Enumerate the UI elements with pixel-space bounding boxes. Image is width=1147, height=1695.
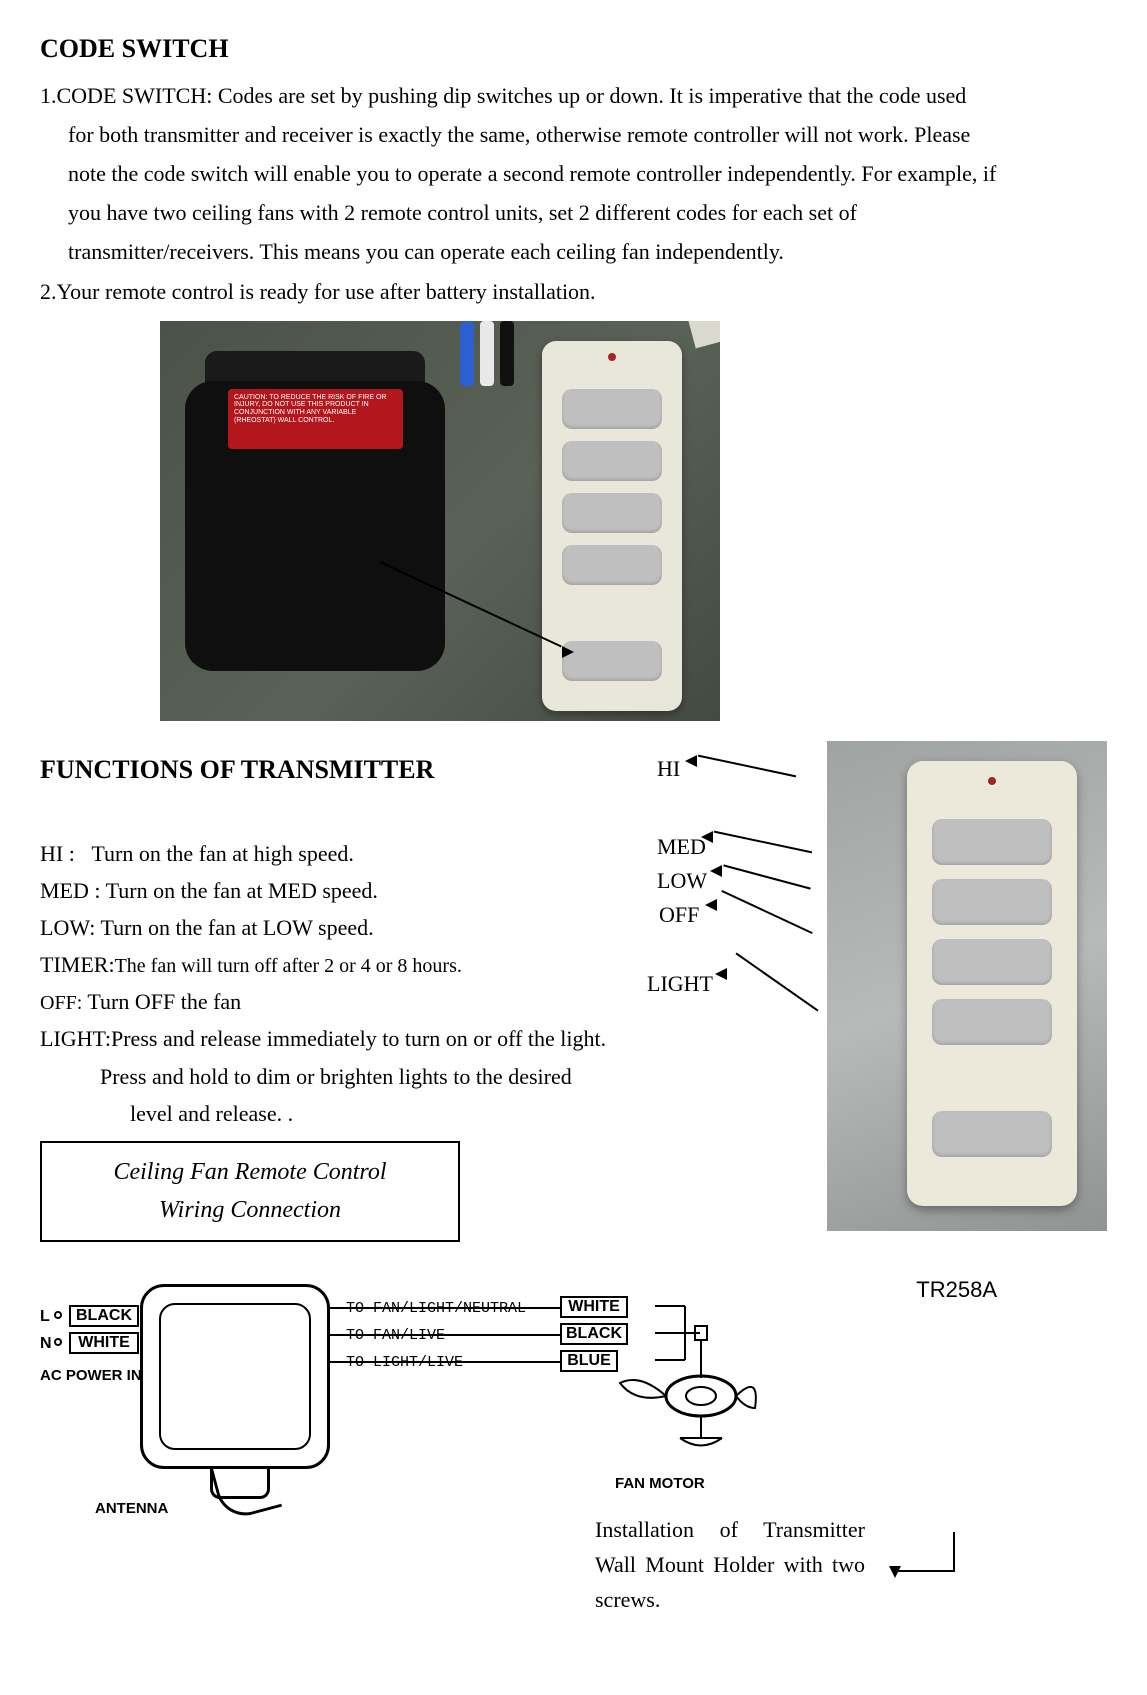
model-number: TR258A <box>916 1272 997 1307</box>
remote-closeup-photo <box>827 741 1107 1231</box>
arrowhead-icon <box>562 646 574 658</box>
wire-white <box>480 321 494 386</box>
cs1-l2: for both transmitter and receiver is exa… <box>40 117 1107 152</box>
wiring-title-l2: Wiring Connection <box>60 1191 440 1229</box>
callout-med-arrowhead-icon <box>701 831 713 843</box>
remote-button-light <box>562 641 662 681</box>
corner-tag <box>685 321 720 348</box>
fn-hi-v: Turn on the fan at high speed. <box>91 841 354 866</box>
remote-button-med <box>562 441 662 481</box>
fn-light-k: LIGHT: <box>40 1026 111 1051</box>
remote-closeup <box>907 761 1077 1206</box>
fn-low: LOW: Turn on the fan at LOW speed. <box>40 910 707 945</box>
fn-med-k: MED : <box>40 878 101 903</box>
callout-off-arrow-icon <box>721 890 812 934</box>
fn-light-v1: Press and release immediately to turn on… <box>111 1026 606 1051</box>
wd-antenna-label: ANTENNA <box>95 1497 168 1521</box>
callout-light: LIGHT <box>647 966 713 1001</box>
fn-hi: HI : Turn on the fan at high speed. <box>40 836 707 871</box>
wd-fan-label: FAN MOTOR <box>615 1472 705 1496</box>
callout-med: MED <box>657 829 706 864</box>
wd-r2-label: TO FAN/LIVE <box>346 1324 445 1348</box>
remote-button-low <box>562 493 662 533</box>
remote2-button-light <box>932 1111 1052 1157</box>
wiring-title-box: Ceiling Fan Remote Control Wiring Connec… <box>40 1141 460 1242</box>
caution-label: CAUTION: TO REDUCE THE RISK OF FIRE OR I… <box>228 389 403 449</box>
callout-low-arrowhead-icon <box>710 865 722 877</box>
wd-r3-label: TO LIGHT/LIVE <box>346 1351 463 1375</box>
cs1-prefix: 1.CODE SWITCH: <box>40 83 218 108</box>
code-switch-item-2: 2.Your remote control is ready for use a… <box>40 274 1107 309</box>
remote2-button-med <box>932 879 1052 925</box>
callout-light-arrow-icon <box>735 952 818 1011</box>
fn-light: LIGHT:Press and release immediately to t… <box>40 1021 707 1056</box>
bracket-icon <box>895 1532 955 1572</box>
cs1-l1: Codes are set by pushing dip switches up… <box>218 83 966 108</box>
callout-hi-arrowhead-icon <box>685 755 697 767</box>
callout-off: OFF <box>659 897 699 932</box>
remote-button-hi <box>562 389 662 429</box>
remote-led-icon <box>608 353 616 361</box>
bracket-arrowhead-icon <box>889 1566 901 1578</box>
install-note: Installation of Transmitter Wall Mount H… <box>595 1512 865 1618</box>
remote2-led-icon <box>988 777 996 785</box>
wd-pin-black: BLACK <box>69 1305 139 1327</box>
cs1-l4: you have two ceiling fans with 2 remote … <box>40 195 1107 230</box>
receiver-remote-photo: CAUTION: TO REDUCE THE RISK OF FIRE OR I… <box>160 321 1107 721</box>
wd-terminal-L: L <box>40 1304 50 1330</box>
fn-hi-k: HI : <box>40 841 75 866</box>
code-switch-item-1: 1.CODE SWITCH: Codes are set by pushing … <box>40 78 1107 113</box>
fn-med: MED : Turn on the fan at MED speed. <box>40 873 707 908</box>
fn-off-v: Turn OFF the fan <box>87 989 241 1014</box>
cs1-l5: transmitter/receivers. This means you ca… <box>40 234 1107 269</box>
wiring-title-l1: Ceiling Fan Remote Control <box>60 1153 440 1191</box>
code-switch-heading: CODE SWITCH <box>40 28 1107 70</box>
callout-low: LOW <box>657 863 707 898</box>
callout-light-arrowhead-icon <box>715 968 727 980</box>
fn-light-l3: level and release. . <box>40 1096 707 1131</box>
fn-light-l2: Press and hold to dim or brighten lights… <box>40 1059 707 1094</box>
fn-off: OFF: Turn OFF the fan <box>40 984 707 1019</box>
receiver-box-icon <box>140 1284 330 1469</box>
fn-timer: TIMER:The fan will turn off after 2 or 4… <box>40 947 707 982</box>
fn-timer-v: The fan will turn off after 2 or 4 or 8 … <box>115 955 462 977</box>
fn-med-v: Turn on the fan at MED speed. <box>106 878 378 903</box>
remote2-button-off <box>932 999 1052 1045</box>
fn-low-k: LOW: <box>40 915 95 940</box>
wd-L-node-icon <box>54 1311 62 1319</box>
wd-terminal-N: N <box>40 1331 52 1357</box>
callout-med-arrow-icon <box>714 830 812 853</box>
wd-pin-white: WHITE <box>69 1332 139 1354</box>
functions-heading: FUNCTIONS OF TRANSMITTER <box>40 749 707 791</box>
callout-hi: HI <box>657 751 680 786</box>
remote2-button-hi <box>932 819 1052 865</box>
cs1-l3: note the code switch will enable you to … <box>40 156 1107 191</box>
callout-off-arrowhead-icon <box>705 899 717 911</box>
wire-blue <box>460 321 474 386</box>
remote2-button-low <box>932 939 1052 985</box>
callout-low-arrow-icon <box>723 864 810 889</box>
fan-motor-icon <box>600 1278 760 1478</box>
wire-black <box>500 321 514 386</box>
wd-N-node-icon <box>54 1338 62 1346</box>
remote-button-off <box>562 545 662 585</box>
fn-timer-k: TIMER: <box>40 952 115 977</box>
fn-low-v: Turn on the fan at LOW speed. <box>101 915 374 940</box>
fn-off-k: OFF: <box>40 992 82 1014</box>
wd-r1-label: TO FAN/LIGHT/NEUTRAL <box>346 1297 526 1321</box>
callout-hi-arrow-icon <box>698 754 796 777</box>
